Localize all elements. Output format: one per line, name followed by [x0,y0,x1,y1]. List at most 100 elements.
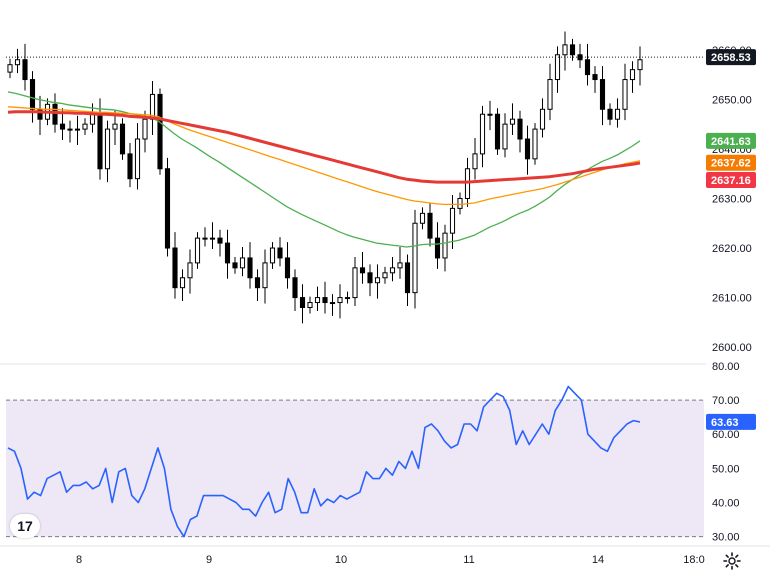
candle-body [299,297,306,308]
candle [307,296,313,314]
candle-body [629,69,636,81]
rsi-value-tag-text: 63.63 [711,417,739,429]
last-price-tag-text: 2658.53 [711,52,751,64]
candle-body [569,44,576,56]
rsi-tick-label: 60.00 [712,429,740,441]
candle [562,31,568,71]
ma-price-tag-bg [706,154,756,171]
candle [187,249,193,294]
rsi-tick-label: 50.00 [712,463,740,475]
ma-line-green [7,91,641,248]
candle [637,46,643,86]
candle [502,113,508,158]
candle-body [359,267,366,274]
candle-body [224,242,231,264]
candle [509,103,516,136]
candle-body [367,272,373,284]
candle-body [337,297,343,304]
price-tick-label: 2630.00 [712,193,752,205]
candle [157,88,163,175]
ma-price-tag: 2637.16 [706,171,756,188]
candle-body [614,108,621,120]
candle-body [97,113,103,170]
candle-body [389,267,396,274]
time-tick-label: 8 [76,554,82,566]
candle [404,254,411,307]
candle-body [607,108,613,120]
candle [82,118,88,136]
candle [104,120,111,183]
candle [629,61,636,93]
candle-body [352,267,358,299]
candle [239,247,246,277]
candle-body [524,138,531,160]
candle-body [419,212,426,224]
candle [434,222,441,269]
candle [22,43,28,91]
candle-body [592,74,598,81]
candle-body [74,128,81,131]
candle [412,209,418,309]
candle-body [397,262,403,269]
candle-body [307,302,313,308]
time-tick-label: 18:0 [683,554,704,566]
candle [614,98,621,128]
ma-line-red [7,110,641,184]
candle [269,242,276,269]
candle-body [277,247,283,259]
candle [314,286,321,311]
ma-line-orange [7,106,641,206]
candle-body [457,197,463,209]
ma-price-tag: 2641.63 [706,132,756,149]
candle-body [427,212,433,239]
last-price-tag: 2658.53 [706,49,756,66]
candle-body [584,59,591,76]
rsi-value-tag: 63.63 [706,413,756,430]
ma-price-tag-text: 2637.16 [711,175,751,187]
candle-body [142,118,148,140]
candle-body [164,168,171,249]
candle [592,66,598,93]
candle-body [202,237,208,240]
rsi-tick-label: 80.00 [712,361,740,373]
gear-icon[interactable] [722,551,742,571]
time-tick-label: 9 [206,554,212,566]
candle-body [134,138,141,180]
rsi-tick-label: 70.00 [712,395,740,407]
candle-body [547,79,553,110]
candle-body [67,128,73,131]
ma-price-tag: 2637.62 [706,154,756,171]
candle-body [29,79,36,110]
candle-body [127,153,133,180]
candle [539,98,546,138]
candle-body [292,277,298,299]
candle [554,46,561,93]
candle [487,100,493,131]
candle-body [112,123,118,130]
candle-body [314,297,321,304]
candle-body [7,64,13,73]
tradingview-logo[interactable]: 17 [10,514,40,538]
candle-body [269,247,276,264]
candle [164,157,171,257]
candle [329,294,336,316]
candle [359,251,366,284]
candle [29,71,36,123]
candle-body [532,128,538,160]
ma-price-tag-bg [706,132,756,149]
candle-body [539,108,546,130]
candle [494,108,501,155]
candle-body [502,123,508,150]
time-tick-label: 10 [335,554,347,566]
candle [209,222,216,250]
candle [584,43,591,86]
candle-body [442,232,448,259]
price-tick-label: 2600.00 [712,342,752,354]
candle-body [637,59,643,71]
rsi-line [7,385,641,538]
candle-body [217,237,223,244]
candle [14,48,21,74]
candle [299,284,306,324]
price-tick-label: 2620.00 [712,243,752,255]
candle-body [262,262,268,289]
